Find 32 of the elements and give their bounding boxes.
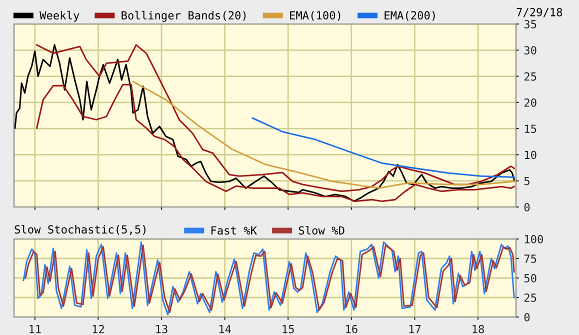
x-tick-label: 16 xyxy=(346,324,358,334)
y-tick-label: 5 xyxy=(524,177,530,186)
legend-label: Weekly xyxy=(40,10,80,22)
legend-label: EMA(200) xyxy=(384,10,435,21)
y-tick-label: 75 xyxy=(524,254,536,263)
y-tick-label: 20 xyxy=(524,98,536,107)
chart-title: Slow Stochastic(5,5) xyxy=(14,224,146,235)
y-tick-label: 15 xyxy=(524,124,536,133)
x-tick-label: 15 xyxy=(282,325,294,334)
legend-label: Slow %D xyxy=(298,226,344,235)
y-tick-label: 30 xyxy=(524,46,536,55)
legend-label: Bollinger Bands(20) xyxy=(122,10,246,22)
x-tick-label: 11 xyxy=(30,325,41,334)
line-series xyxy=(252,117,515,178)
y-tick-label: 10 xyxy=(524,150,536,160)
y-tick-label: 0 xyxy=(524,313,530,322)
y-tick-label: 25 xyxy=(524,294,536,302)
text: 7/29/18 xyxy=(516,8,562,18)
y-tick-label: 25 xyxy=(524,72,536,81)
legend-label: EMA(100) xyxy=(290,10,340,21)
x-tick-label: 17 xyxy=(409,325,421,334)
line-series xyxy=(36,84,515,202)
x-tick-label: 14 xyxy=(219,325,231,334)
x-tick-label: 12 xyxy=(92,324,104,334)
y-tick-label: 35 xyxy=(524,20,536,28)
y-tick-label: 0 xyxy=(524,203,530,212)
x-tick-label: 13 xyxy=(156,324,168,334)
y-tick-label: 50 xyxy=(524,274,536,282)
y-tick-label: 100 xyxy=(524,235,543,244)
line-series xyxy=(132,80,515,189)
legend-label: Fast %K xyxy=(212,226,258,235)
x-tick-label: 18 xyxy=(472,324,484,334)
